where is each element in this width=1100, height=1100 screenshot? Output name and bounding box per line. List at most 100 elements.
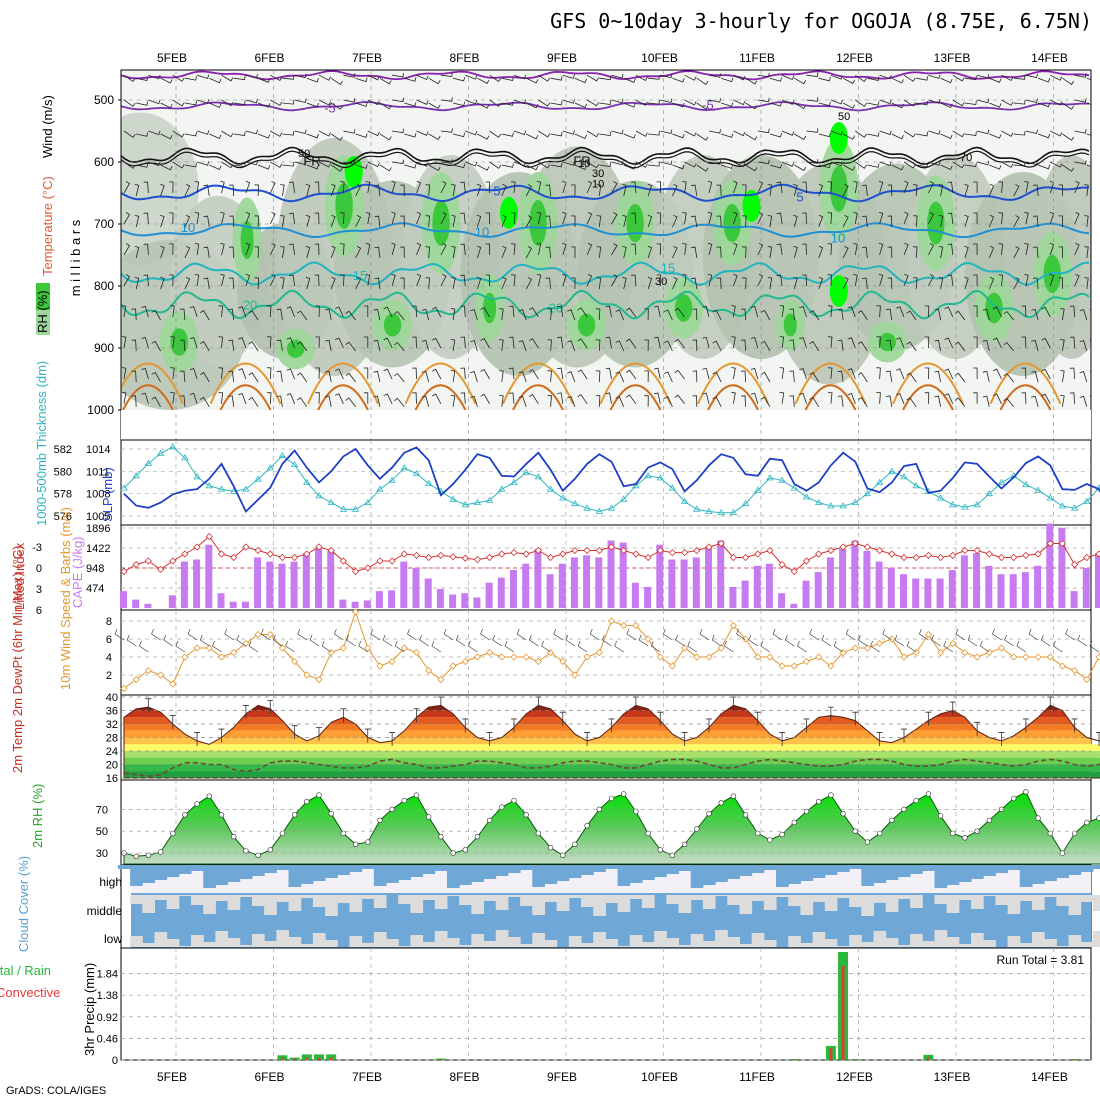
cape-bar bbox=[997, 574, 1005, 608]
wind-barb bbox=[847, 392, 856, 404]
wind-barb bbox=[674, 307, 685, 318]
wind-barb bbox=[196, 161, 210, 166]
wind-barb bbox=[282, 100, 295, 105]
cape-bar bbox=[400, 561, 408, 608]
thickness-point bbox=[814, 498, 823, 505]
surface-wind-barb bbox=[992, 628, 1002, 641]
rh2m-point bbox=[779, 831, 785, 838]
cape-bar bbox=[570, 557, 578, 608]
wind-barb bbox=[964, 131, 977, 136]
wind-barb bbox=[199, 341, 210, 352]
wind-barb bbox=[656, 274, 662, 287]
wind-barb bbox=[325, 308, 332, 321]
cape-bar bbox=[814, 572, 822, 608]
rh2m-point bbox=[681, 841, 688, 847]
wind-barb bbox=[830, 130, 843, 136]
wind-speed-point bbox=[412, 648, 421, 657]
wind-barb bbox=[648, 162, 660, 167]
wind-barb bbox=[416, 273, 422, 287]
date-label-top: 10FEB bbox=[641, 51, 678, 65]
wind-barb bbox=[857, 372, 868, 383]
rh2m-point bbox=[803, 808, 810, 815]
cloud-low-gap bbox=[934, 930, 948, 947]
cloud-high-bar bbox=[325, 865, 338, 878]
cloud-mid-gap bbox=[142, 895, 155, 913]
lifted-index-point bbox=[315, 543, 323, 551]
isotherm-15 bbox=[121, 261, 1090, 286]
wind-barb bbox=[526, 164, 539, 171]
wind-barb bbox=[712, 309, 722, 321]
rh2m-point bbox=[694, 826, 700, 832]
precip-convective-bar bbox=[1073, 1059, 1077, 1060]
rh-area-wet bbox=[335, 183, 353, 229]
wind-barb bbox=[635, 99, 648, 106]
rh-area-saturated bbox=[829, 275, 848, 307]
wind-barb bbox=[1062, 164, 1075, 172]
rh-area-wet bbox=[723, 203, 741, 243]
precip-convective-bar bbox=[926, 1057, 930, 1060]
date-label-bottom: 13FEB bbox=[934, 1070, 971, 1084]
wind-barb bbox=[499, 370, 504, 383]
rh2m-point bbox=[328, 810, 334, 817]
cape-bar bbox=[900, 574, 907, 608]
wind-barb bbox=[282, 75, 295, 80]
wind-speed-point bbox=[303, 671, 311, 679]
wind-barb bbox=[440, 159, 453, 164]
wind-barb bbox=[789, 370, 795, 383]
cloud-mid-gap bbox=[227, 895, 241, 910]
wind-barb bbox=[684, 161, 697, 168]
wind-barb bbox=[938, 184, 944, 197]
cape-tick: 948 bbox=[86, 563, 104, 575]
cloud-low-gap bbox=[971, 933, 984, 947]
isotherm-25 bbox=[697, 362, 769, 405]
lifted-index-point bbox=[949, 551, 957, 559]
wind-barb bbox=[799, 305, 807, 318]
rh2m-point bbox=[718, 800, 724, 806]
surface-wind-barb bbox=[272, 634, 283, 647]
rh2m-point bbox=[584, 822, 590, 829]
wind-barb bbox=[891, 133, 904, 140]
rh2m-point bbox=[206, 793, 213, 799]
wind-barb bbox=[794, 133, 807, 141]
wind-barb bbox=[428, 133, 441, 141]
wind-barb bbox=[1033, 215, 1039, 228]
wind-barb bbox=[750, 305, 759, 318]
isotherm-5 bbox=[121, 183, 1090, 203]
wind-barb bbox=[721, 77, 734, 83]
cloud-mid-gap bbox=[958, 895, 972, 900]
wind-barb bbox=[757, 128, 770, 134]
cloud-high-bar bbox=[983, 865, 996, 876]
rh2m-tick: 30 bbox=[96, 848, 108, 860]
cloud-mid-gap bbox=[1092, 895, 1100, 911]
cape-tick: 474 bbox=[86, 583, 104, 595]
wind-barb bbox=[654, 336, 661, 349]
cape-bar bbox=[863, 551, 871, 608]
thickness-point bbox=[156, 449, 165, 456]
wind-barb bbox=[692, 339, 698, 352]
cape-bar bbox=[485, 582, 493, 608]
date-label-top: 11FEB bbox=[739, 51, 775, 65]
isotherm-label: 20 bbox=[549, 301, 563, 316]
wind-barb bbox=[306, 164, 319, 170]
lifted-tick: 3 bbox=[36, 584, 42, 596]
wind-barb bbox=[779, 367, 785, 380]
wind-barb bbox=[562, 74, 575, 79]
cloud-mid-gap bbox=[520, 895, 533, 906]
wind-speed-point bbox=[815, 653, 823, 661]
cloud-high-bar bbox=[178, 865, 192, 874]
wind-barb bbox=[440, 128, 453, 133]
wind-barb bbox=[425, 215, 431, 228]
wind-speed-point bbox=[278, 644, 286, 652]
wind-barb bbox=[992, 306, 1002, 318]
wind-speed-point bbox=[559, 657, 567, 666]
wind-barb bbox=[672, 77, 685, 83]
wind-barb bbox=[876, 367, 881, 380]
wind-barb bbox=[289, 181, 295, 194]
lifted-index-point bbox=[388, 557, 396, 565]
cloud-high-bar bbox=[1007, 865, 1021, 870]
slp-line bbox=[123, 446, 1100, 514]
cloud-low-gap bbox=[763, 940, 777, 947]
wind-barb bbox=[501, 214, 507, 228]
lifted-index-point bbox=[303, 550, 311, 558]
surface-wind-barb bbox=[589, 628, 600, 641]
